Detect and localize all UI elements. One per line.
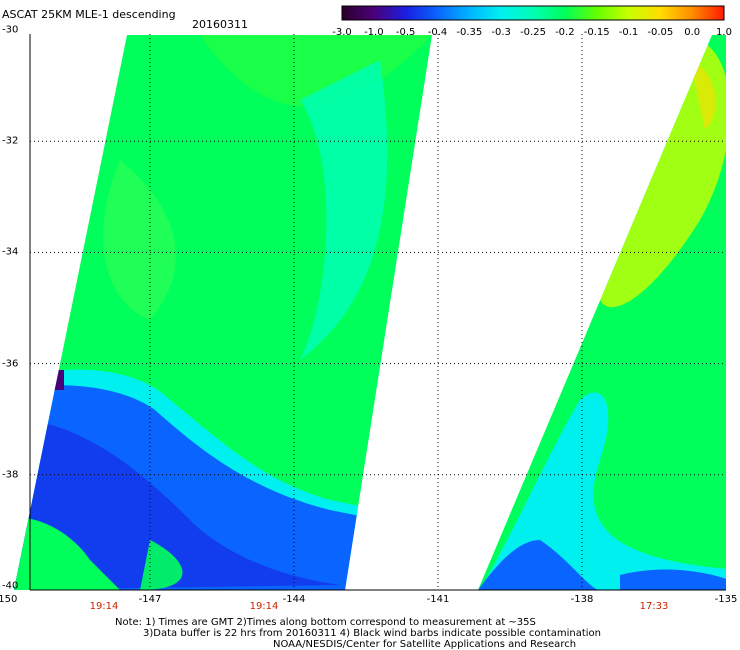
colorbar-tick-label: -0.3 [491, 27, 511, 38]
colorbar-tick-label: 1.0 [716, 27, 732, 38]
latitude-label: -30 [2, 24, 19, 36]
colorbar-tick-label: -0.2 [555, 27, 575, 38]
colorbar-tick-label: -1.0 [364, 27, 384, 38]
colorbar-bar [341, 5, 725, 21]
colorbar-tick-label: -0.35 [456, 27, 483, 38]
longitude-label: -135 [714, 594, 738, 605]
pass-time-label: 17:33 [639, 601, 669, 612]
pass-time-label: 19:14 [89, 601, 119, 612]
note-line-3: NOAA/NESDIS/Center for Satellite Applica… [273, 639, 577, 650]
map-date: 20160311 [192, 18, 248, 31]
colorbar-tick-label: -0.4 [427, 27, 448, 38]
colorbar-tick-label: -3.0 [332, 27, 352, 38]
latitude-label: -40 [2, 580, 19, 592]
longitude-label: -147 [138, 594, 162, 605]
latitude-label: -38 [2, 469, 19, 481]
colorbar-tick-label: -0.5 [395, 27, 416, 38]
colorbar-tick-label: 0.0 [684, 27, 701, 38]
pass-time-label: 19:14 [249, 601, 279, 612]
note-line-2: 3)Data buffer is 22 hrs from 20160311 4)… [143, 628, 601, 639]
latitude-label: -34 [2, 246, 19, 258]
colorbar-tick-label: -0.15 [583, 27, 610, 38]
colorbar-tick-label: -0.05 [647, 27, 674, 38]
longitude-label: -144 [282, 594, 306, 605]
longitude-label: -141 [426, 594, 450, 605]
colorbar-tick-label: -0.25 [520, 27, 546, 38]
colorbar-tick-label: -0.1 [618, 27, 639, 38]
latitude-label: -32 [2, 135, 19, 147]
latitude-label: -36 [2, 358, 19, 370]
note-line-1: Note: 1) Times are GMT 2)Times along bot… [115, 617, 536, 628]
map-title: ASCAT 25KM MLE-1 descending [2, 8, 176, 21]
longitude-label: -150 [0, 594, 18, 605]
longitude-label: -138 [570, 594, 594, 605]
